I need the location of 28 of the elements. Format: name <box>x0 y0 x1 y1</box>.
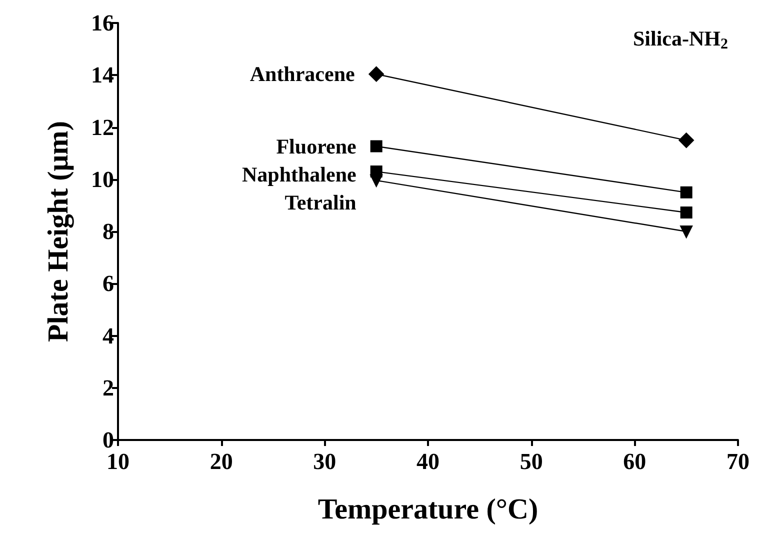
y-tick-label: 6 <box>102 271 114 296</box>
series-label: Anthracene <box>250 62 355 86</box>
series-label: Naphthalene <box>242 162 356 186</box>
y-tick-label: 8 <box>102 219 114 244</box>
x-tick-label: 70 <box>726 449 750 474</box>
point <box>370 174 382 186</box>
point <box>678 132 694 148</box>
x-tick-label: 40 <box>416 449 440 474</box>
y-tick-label: 4 <box>102 323 114 348</box>
x-tick-label: 20 <box>210 449 233 474</box>
y-tick-label: 14 <box>91 62 114 88</box>
point <box>680 206 692 218</box>
x-tick-label: 30 <box>313 449 336 474</box>
point <box>680 226 692 238</box>
y-axis-title: Plate Height (μm) <box>42 121 74 342</box>
point <box>368 66 384 82</box>
y-tick-label: 16 <box>91 10 114 36</box>
x-tick-label: 60 <box>623 449 646 474</box>
y-tick-label: 10 <box>91 166 114 192</box>
x-axis-title: Temperature (°C) <box>318 494 538 526</box>
y-tick-label: 2 <box>102 375 114 400</box>
y-tick-label: 0 <box>102 428 114 452</box>
series-label: Tetralin <box>284 190 357 214</box>
x-tick-label: 50 <box>520 449 543 474</box>
point <box>680 186 692 198</box>
series-label: Fluorene <box>276 134 356 158</box>
y-tick-label: 12 <box>91 114 114 140</box>
point <box>370 140 382 152</box>
